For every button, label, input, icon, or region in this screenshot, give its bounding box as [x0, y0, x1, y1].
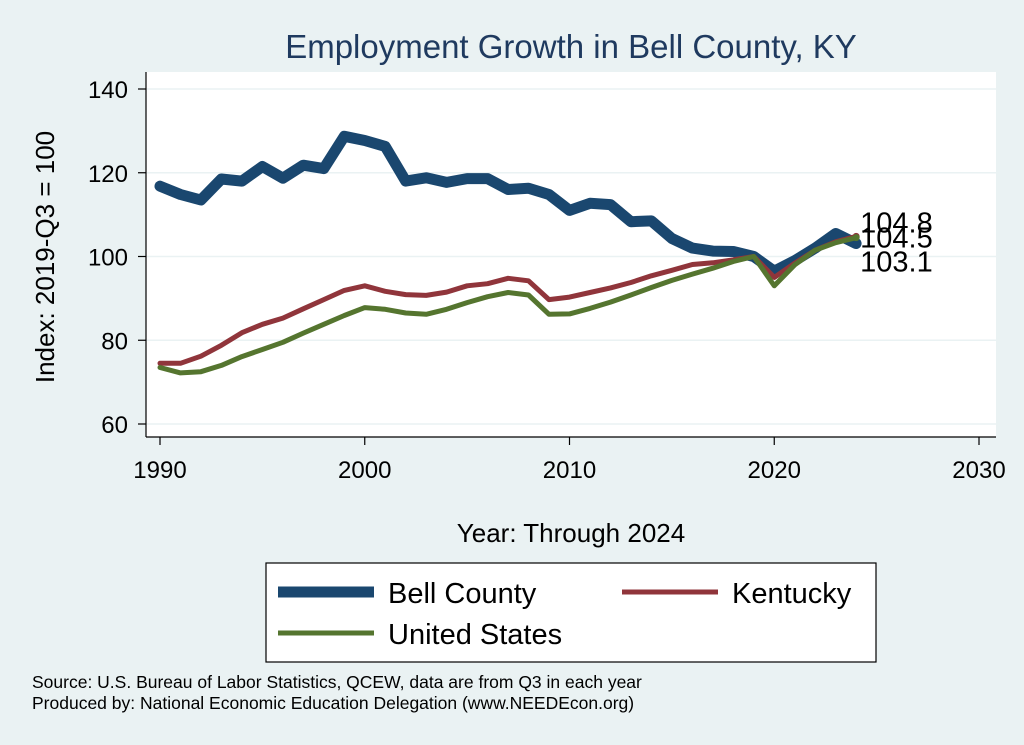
- producer-note: Produced by: National Economic Education…: [32, 693, 635, 713]
- y-tick-label-80: 80: [101, 328, 128, 355]
- y-ticks: 60 80 100 120 140: [88, 77, 146, 439]
- y-tick-label-60: 60: [101, 412, 128, 439]
- y-axis-label: Index: 2019-Q3 = 100: [30, 131, 60, 383]
- series-line-bell-county: [154, 130, 862, 277]
- y-tick-label-140: 140: [88, 77, 128, 104]
- end-point-bell-county: [852, 240, 860, 248]
- x-tick-label-2000: 2000: [338, 457, 391, 484]
- y-tick-label-120: 120: [88, 161, 128, 188]
- x-tick-label-2010: 2010: [543, 457, 596, 484]
- legend-box: [265, 562, 877, 663]
- axes: [145, 72, 996, 438]
- source-note: Source: U.S. Bureau of Labor Statistics,…: [32, 672, 642, 692]
- y-tick-label-100: 100: [88, 245, 128, 272]
- end-label-kentucky: 104.8: [860, 207, 933, 239]
- chart-title: Employment Growth in Bell County, KY: [285, 28, 857, 65]
- end-label-bell-county: 103.1: [860, 247, 933, 279]
- x-tick-label-1990: 1990: [133, 457, 186, 484]
- legend: Bell County Kentucky United States: [265, 562, 877, 663]
- legend-label-kentucky: Kentucky: [732, 578, 852, 610]
- series-line-united-states: [157, 235, 859, 376]
- end-point-united-states: [852, 234, 860, 242]
- x-ticks: 1990 2000 2010 2020 2030: [133, 437, 1006, 484]
- legend-label-united-states: United States: [388, 619, 562, 651]
- x-axis-label: Year: Through 2024: [457, 518, 685, 548]
- legend-label-bell-county: Bell County: [388, 578, 537, 610]
- x-tick-label-2020: 2020: [748, 457, 801, 484]
- end-label-united-states: 104.5: [860, 223, 933, 255]
- x-tick-label-2030: 2030: [952, 457, 1005, 484]
- plot-area: [146, 72, 996, 437]
- series-lines: [154, 130, 862, 376]
